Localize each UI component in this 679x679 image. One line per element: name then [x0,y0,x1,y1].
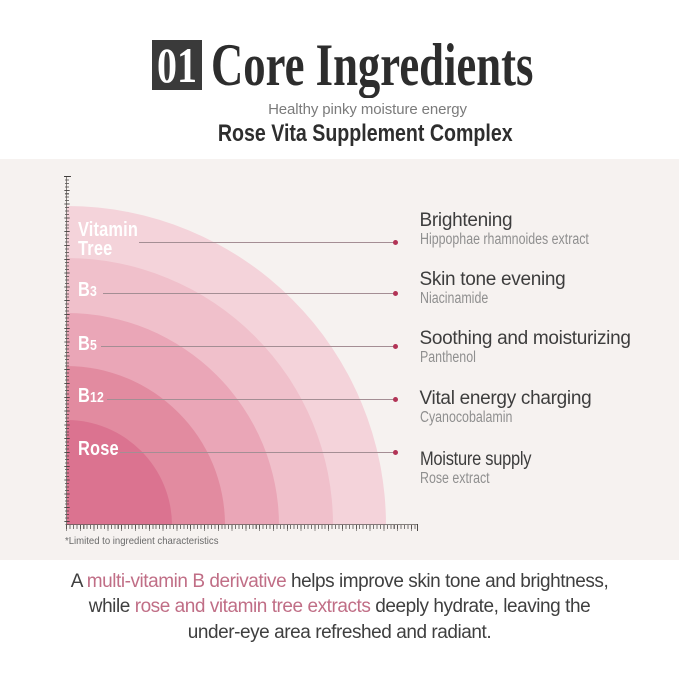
ring-label-b5: B5 [78,332,98,355]
benefit-ingredient: Rose extract [419,469,490,487]
x-axis-line [66,524,418,526]
highlighted-phrase: multi-vitamin B derivative [86,571,287,592]
benefit-title: Vital energy charging [419,388,592,410]
description-paragraph: A multi-vitamin B derivative helps impro… [0,569,679,645]
paragraph-line-3: under-eye area refreshed and radiant. [0,620,679,645]
benefit-ingredient: Niacinamide [419,290,488,308]
rings-diagram [67,159,679,525]
benefit-item-3: Soothing and moisturizing Panthenol [419,327,631,367]
paragraph-line-1: A multi-vitamin B derivative helps impro… [0,569,679,594]
x-axis-major-ticks [66,525,418,531]
paragraph-line-2: while rose and vitamin tree extracts dee… [0,594,679,619]
benefit-title: Skin tone evening [419,269,566,291]
ring-label-b12: B12 [78,385,105,408]
benefit-ingredient: Hippophae rhamnoides extract [419,230,589,248]
connector-dot-2 [393,291,398,296]
ring-label-vitamin-tree: Vitamin Tree [78,219,139,260]
section-number-box: 01 [152,40,202,90]
paragraph-text: helps improve skin tone and brightness, [286,571,609,592]
benefit-title: Soothing and moisturizing [419,327,631,349]
paragraph-text: A [70,571,87,592]
paragraph-text: under-eye area refreshed and radiant. [187,621,492,643]
ring-label-rose: Rose [78,438,119,460]
page-title: Core Ingredients [211,32,534,98]
connector-line-5 [120,452,396,453]
connector-dot-1 [393,239,398,245]
connector-line-1 [139,241,396,243]
y-axis-major-ticks [63,175,70,525]
paragraph-text: deeply hydrate, leaving the [370,596,591,618]
footnote: *Limited to ingredient characteristics [64,535,218,547]
connector-line-2 [103,293,396,294]
connector-line-4 [107,399,396,400]
benefit-title: Moisture supply [419,448,531,470]
tagline: Healthy pinky moisture energy [268,101,467,118]
connector-dot-4 [393,397,398,402]
benefit-title: Brightening [419,209,513,231]
section-number: 01 [157,37,197,93]
diagram-panel: *Limited to ingredient characteristics [0,159,679,560]
connector-dot-5 [393,450,398,455]
ring-label-b3: B3 [78,279,98,301]
benefit-ingredient: Panthenol [419,348,476,366]
benefit-item-1: Brightening Hippophae rhamnoides extract [419,209,631,249]
benefit-item-5: Moisture supply Rose extract [419,448,549,488]
connector-line-3 [101,345,396,347]
benefit-item-2: Skin tone evening Niacinamide [420,270,566,308]
benefit-item-4: Vital energy charging Cyanocobalamin [420,389,592,427]
paragraph-text: while [88,596,135,618]
highlighted-phrase: rose and vitamin tree extracts [134,596,371,618]
benefit-ingredient: Cyanocobalamin [419,409,512,427]
connector-dot-3 [393,343,398,349]
subtitle: Rose Vita Supplement Complex [218,120,513,147]
